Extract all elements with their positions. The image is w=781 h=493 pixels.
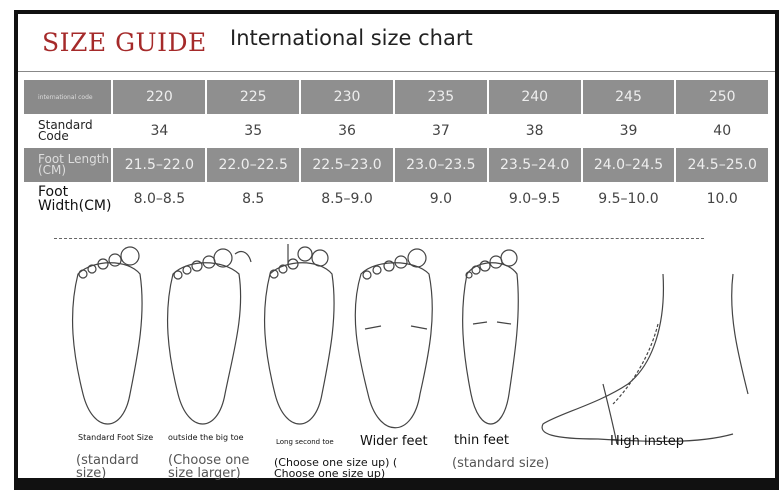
table-row-foot-width: Foot Width(CM) 8.0–8.5 8.5 8.5–9.0 9.0 9.0–9…	[21, 182, 768, 216]
table-cell: 40	[674, 114, 768, 148]
table-cell: 9.5–10.0	[580, 182, 676, 216]
table-cell: 24.5–25.0	[674, 148, 768, 182]
table-cell: 220	[111, 80, 207, 114]
table-cell: 10.0	[674, 182, 768, 216]
table-cell: 38	[486, 114, 582, 148]
table-cell: 37	[392, 114, 488, 148]
table-cell: 23.0–23.5	[392, 148, 488, 182]
foot-type-wide-label: Wider feet	[360, 434, 428, 449]
table-cell: 245	[580, 80, 676, 114]
table-row-foot-length: Foot Length (CM) 21.5–22.0 22.0–22.5 22.5–…	[21, 148, 768, 182]
table-cell: 39	[580, 114, 676, 148]
table-cell: 23.5–24.0	[486, 148, 582, 182]
foot-type-long-second-toe-advice: (Choose one size up) ( Choose one size u…	[274, 456, 398, 480]
table-cell: 240	[486, 80, 582, 114]
size-table: international code 220 225 230 235 240 245 250…	[21, 80, 768, 216]
wide-foot-icon	[354, 248, 433, 429]
foot-type-standard-label: Standard Foot Size	[78, 433, 154, 442]
table-row-international-code: international code 220 225 230 235 240 245 250	[21, 80, 768, 114]
size-guide-frame: SIZE GUIDE International size chart inte…	[14, 10, 779, 490]
foot-type-thin-advice: (standard size)	[452, 456, 550, 471]
dashed-line	[54, 238, 704, 239]
size-guide-title: SIZE GUIDE	[42, 28, 207, 57]
table-cell: international code	[21, 80, 113, 114]
table-cell: 230	[299, 80, 394, 114]
table-cell: 235	[392, 80, 488, 114]
table-cell: Standard Code	[21, 114, 113, 148]
table-cell: 22.0–22.5	[205, 148, 301, 182]
table-cell: 22.5–23.0	[299, 148, 394, 182]
table-cell: 225	[205, 80, 301, 114]
long-second-toe-foot-icon	[263, 244, 335, 425]
table-cell: 8.0–8.5	[111, 182, 207, 216]
divider	[18, 71, 775, 72]
foot-type-thin-label: thin feet	[454, 433, 509, 448]
foot-type-bunion-advice: (Choose one size larger)	[168, 453, 250, 481]
table-cell: 21.5–22.0	[111, 148, 207, 182]
table-cell: Foot Length (CM)	[21, 148, 113, 182]
foot-type-standard-advice: (standard size)	[76, 453, 139, 481]
table-cell: 9.0–9.5	[486, 182, 582, 216]
table-row-standard-code: Standard Code 34 35 36 37 38 39 40	[21, 114, 768, 148]
size-guide-subtitle: International size chart	[230, 26, 473, 50]
foot-type-high-instep-label: High instep	[610, 434, 684, 449]
thin-foot-icon	[462, 249, 519, 425]
foot-illustrations	[71, 244, 749, 444]
table-cell: 36	[299, 114, 394, 148]
standard-foot-icon	[71, 246, 143, 425]
table-cell: 250	[674, 80, 768, 114]
foot-type-bunion-label: outside the big toe	[168, 433, 244, 442]
table-cell: 8.5	[205, 182, 301, 216]
high-instep-foot-icon	[541, 273, 749, 444]
table-cell: Foot Width(CM)	[21, 182, 113, 216]
foot-type-long-second-toe-label: Long second toe	[276, 438, 334, 446]
table-cell: 24.0–24.5	[580, 148, 676, 182]
table-cell: 35	[205, 114, 301, 148]
table-cell: 9.0	[392, 182, 488, 216]
bunion-foot-icon	[166, 248, 252, 425]
table-cell: 8.5–9.0	[299, 182, 394, 216]
table-cell: 34	[111, 114, 207, 148]
